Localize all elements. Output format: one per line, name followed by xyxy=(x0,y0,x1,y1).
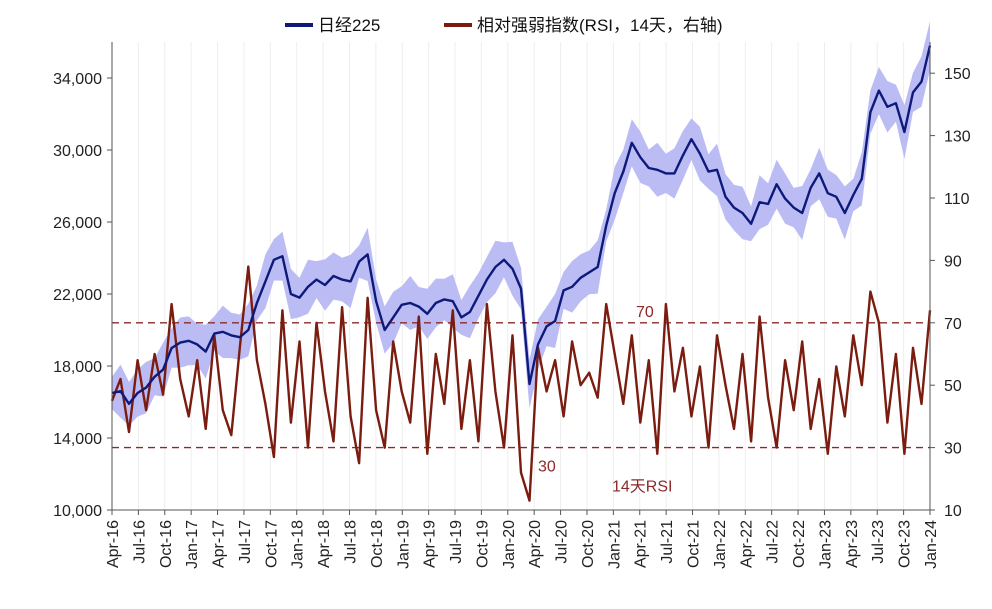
x-tick-label: Jan-23 xyxy=(817,520,834,569)
legend: 日经225 相对强弱指数(RSI，14天，右轴) xyxy=(285,16,723,35)
rsi-annotation: 14天RSI xyxy=(612,479,672,496)
x-tick-label: Jan-19 xyxy=(395,520,412,569)
nikkei-band xyxy=(112,21,930,426)
gridlines xyxy=(137,42,931,510)
y-right-tick-label: 50 xyxy=(944,378,962,395)
x-tick-label: Oct-19 xyxy=(474,520,491,568)
x-tick-label: Apr-21 xyxy=(633,520,650,568)
x-tick-label: Jul-23 xyxy=(870,520,887,564)
x-tick-label: Jan-24 xyxy=(923,520,940,569)
y-left-tick-label: 18,000 xyxy=(53,359,102,376)
x-tick-label: Jul-17 xyxy=(237,520,254,564)
axes xyxy=(107,42,935,515)
rsi-line xyxy=(110,265,932,502)
legend-label-rsi: 相对强弱指数(RSI，14天，右轴) xyxy=(477,16,723,35)
x-tick-label: Oct-16 xyxy=(158,520,175,568)
x-tick-label: Oct-17 xyxy=(263,520,280,568)
x-tick-label: Jan-17 xyxy=(184,520,201,569)
nikkei-line xyxy=(111,45,932,405)
x-tick-label: Oct-21 xyxy=(686,520,703,568)
x-tick-label: Apr-17 xyxy=(211,520,228,568)
x-tick-labels: Apr-16 Jul-16 Oct-16 Jan-17 Apr-17 Jul-17 Oct-… xyxy=(105,520,940,569)
y-right-tick-label: 130 xyxy=(944,129,971,146)
annotations: 70 30 14天RSI xyxy=(538,304,672,496)
x-tick-label: Apr-23 xyxy=(844,520,861,568)
y-left-tick-label: 14,000 xyxy=(53,431,102,448)
nikkei-series xyxy=(111,45,932,405)
x-tick-label: Apr-20 xyxy=(527,520,544,568)
x-tick-label: Oct-18 xyxy=(369,520,386,568)
rsi-series xyxy=(110,265,932,502)
y-left-tick-labels: 10,000 14,000 18,000 22,000 26,000 30,000 34,0… xyxy=(53,71,102,520)
x-tick-label: Oct-23 xyxy=(897,520,914,568)
legend-label-nikkei: 日经225 xyxy=(318,16,380,35)
y-right-tick-label: 10 xyxy=(944,503,962,520)
y-right-tick-label: 150 xyxy=(944,66,971,83)
y-right-tick-label: 110 xyxy=(944,191,970,208)
y-left-tick-label: 26,000 xyxy=(53,215,102,232)
y-left-tick-label: 30,000 xyxy=(53,143,102,160)
x-tick-label: Jul-22 xyxy=(765,520,782,564)
x-tick-label: Jul-18 xyxy=(342,520,359,564)
x-tick-label: Oct-22 xyxy=(791,520,808,568)
y-right-tick-label: 90 xyxy=(944,253,962,270)
reference-label-30: 30 xyxy=(538,459,556,476)
x-tick-label: Apr-18 xyxy=(316,520,333,568)
reference-label-70: 70 xyxy=(636,304,654,321)
x-tick-label: Apr-22 xyxy=(738,520,755,568)
y-right-tick-label: 70 xyxy=(944,316,962,333)
y-right-tick-labels: 10 30 50 70 90 110 130 150 xyxy=(944,66,971,520)
x-tick-label: Jul-16 xyxy=(131,520,148,564)
x-tick-label: Apr-19 xyxy=(422,520,439,568)
x-tick-label: Jan-18 xyxy=(290,520,307,569)
x-tick-label: Apr-16 xyxy=(105,520,122,568)
y-left-tick-label: 34,000 xyxy=(53,71,102,88)
y-right-tick-label: 30 xyxy=(944,441,962,458)
x-tick-label: Jan-20 xyxy=(501,520,518,569)
x-tick-label: Jan-22 xyxy=(712,520,729,569)
nikkei-range-band xyxy=(112,21,930,426)
reference-lines xyxy=(112,322,930,449)
y-left-tick-label: 10,000 xyxy=(53,503,102,520)
x-tick-label: Jul-20 xyxy=(554,520,571,564)
x-tick-label: Jul-21 xyxy=(659,520,676,564)
x-tick-label: Oct-20 xyxy=(580,520,597,568)
x-tick-label: Jan-21 xyxy=(606,520,623,569)
y-left-tick-label: 22,000 xyxy=(53,287,102,304)
x-tick-label: Jul-19 xyxy=(448,520,465,564)
